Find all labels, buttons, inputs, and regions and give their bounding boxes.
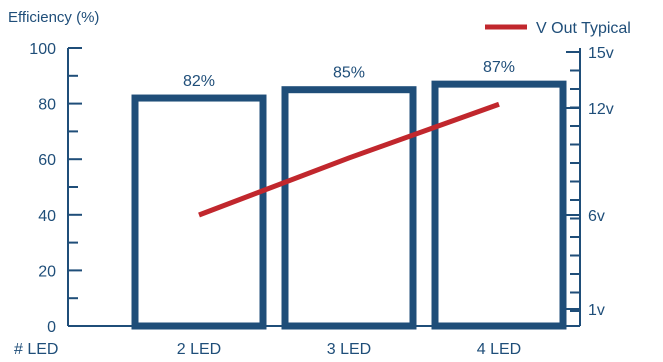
y-tick-label: 20 bbox=[38, 263, 56, 280]
x-tick-label: 2 LED bbox=[177, 341, 221, 358]
legend: V Out Typical bbox=[485, 20, 631, 37]
y2-tick-label: 6v bbox=[588, 208, 605, 225]
y2-tick-label: 1v bbox=[588, 302, 605, 319]
bar-value-label: 82% bbox=[183, 73, 215, 90]
x-tick-label: 4 LED bbox=[477, 341, 521, 358]
x-axis-label: # LED bbox=[14, 341, 58, 358]
y-axis-label: Efficiency (%) bbox=[8, 9, 99, 26]
x-tick-label: 3 LED bbox=[327, 341, 371, 358]
y-tick-label: 60 bbox=[38, 152, 56, 169]
y-tick-label: 100 bbox=[29, 41, 56, 58]
legend-label: V Out Typical bbox=[536, 20, 631, 37]
y-tick-label: 80 bbox=[38, 97, 56, 114]
y2-tick-label: 12v bbox=[588, 101, 614, 118]
y-tick-label: 0 bbox=[47, 319, 56, 336]
y-tick-label: 40 bbox=[38, 208, 56, 225]
bar bbox=[281, 86, 417, 330]
bar bbox=[431, 80, 567, 330]
bar bbox=[131, 94, 267, 330]
bar-value-label: 85% bbox=[333, 65, 365, 82]
y2-tick-label: 15v bbox=[588, 45, 614, 62]
vout-series-line bbox=[198, 101, 500, 218]
bar-value-label: 87% bbox=[483, 59, 515, 76]
